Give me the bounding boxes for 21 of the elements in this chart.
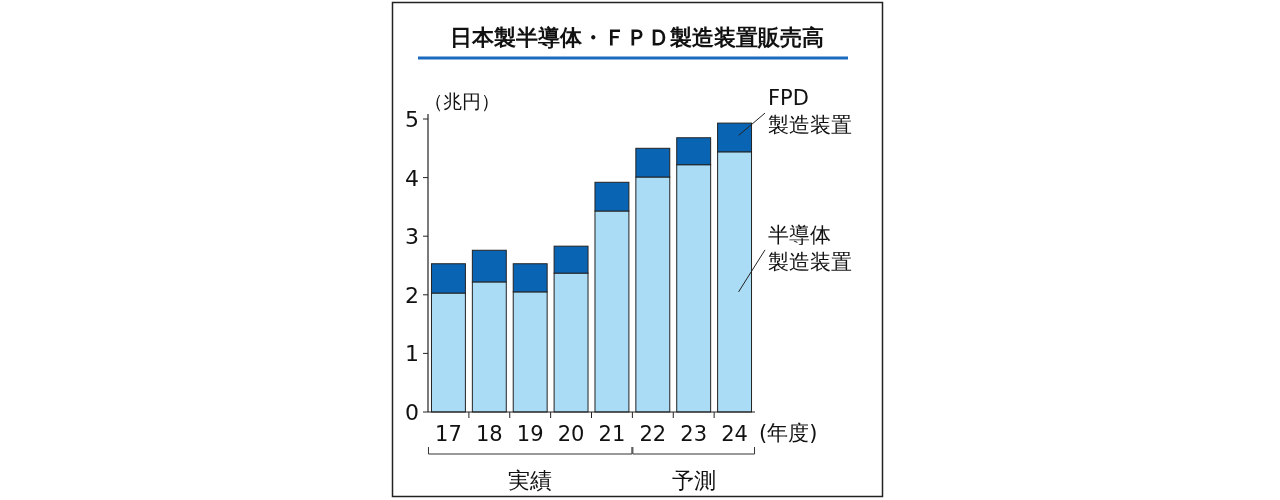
- x-tick-label: 18: [475, 422, 503, 446]
- chart-title: 日本製半導体・ＦＰＤ製造装置販売高: [450, 25, 824, 50]
- y-tick-label: 1: [405, 341, 419, 367]
- x-tick-label: 20: [557, 422, 585, 446]
- x-tick-label: 24: [721, 422, 748, 446]
- x-tick-label: 21: [598, 422, 626, 446]
- x-axis-title: (年度): [759, 421, 818, 445]
- x-tick-label: 19: [516, 422, 544, 446]
- series-label: 半導体製造装置: [768, 222, 852, 274]
- y-tick-label: 4: [405, 165, 419, 191]
- x-tick-label: 22: [639, 422, 667, 446]
- legend-label: FPD製造装置: [768, 86, 852, 138]
- text: 実績: [508, 468, 553, 493]
- x-tick-label: 17: [435, 422, 462, 446]
- y-tick-label: 5: [405, 107, 419, 132]
- y-axis-title: （兆円）: [424, 90, 500, 112]
- x-tick-label: 23: [680, 422, 708, 446]
- y-tick-label: 2: [405, 282, 419, 308]
- y-tick-label: 0: [405, 400, 419, 425]
- y-tick-label: 3: [405, 224, 419, 250]
- text: 予測: [671, 468, 716, 493]
